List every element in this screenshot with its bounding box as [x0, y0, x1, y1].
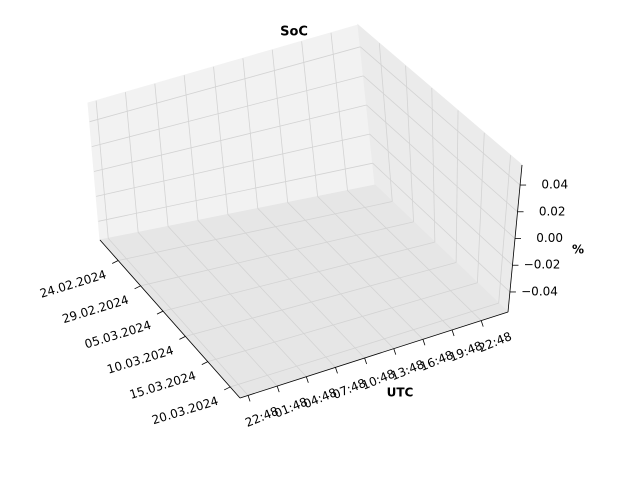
grid-line: [140, 221, 414, 287]
grid-line: [89, 46, 361, 123]
y-tick: [305, 376, 309, 383]
z-tick-label: −0.04: [521, 284, 558, 298]
y-tick: [276, 385, 280, 393]
x-tick: [224, 386, 231, 391]
grid-line: [96, 133, 370, 197]
grid-line: [162, 241, 435, 312]
grid-line: [366, 104, 516, 239]
grid-line: [360, 46, 521, 186]
x-tick-label: 20.03.2024: [150, 394, 220, 427]
y-axis-label: UTC: [387, 386, 414, 400]
x-tick: [112, 260, 119, 264]
grid-line: [118, 201, 393, 261]
grid-line: [107, 238, 249, 396]
grid-line: [363, 75, 518, 213]
z-tick-label: 0.02: [539, 204, 566, 218]
grid-line: [317, 196, 453, 331]
grid-line: [372, 162, 511, 293]
grid-line: [167, 226, 307, 377]
y-axis-line: [239, 311, 509, 399]
chart-title: SoC: [280, 25, 308, 40]
grid-line: [137, 232, 278, 387]
y-tick: [422, 339, 426, 346]
z-tick-label: −0.02: [524, 258, 561, 272]
grid-line: [98, 162, 373, 222]
y-tick: [480, 320, 484, 327]
y-tick: [335, 367, 338, 374]
grid-line: [257, 208, 395, 349]
grid-line: [230, 302, 499, 388]
y-tick: [393, 348, 397, 355]
grid: [89, 32, 521, 396]
y-tick: [451, 329, 455, 337]
x-axis-line: [99, 239, 241, 399]
grid-line: [207, 282, 478, 363]
x-tick-label: 24.02.2024: [38, 267, 108, 300]
grid-line: [369, 133, 513, 266]
x-tick: [134, 285, 141, 290]
grid-line: [227, 214, 365, 359]
y-tick: [364, 357, 367, 365]
grid-line: [91, 75, 364, 147]
x-tick-label: 29.02.2024: [61, 293, 131, 326]
z-axis-label: %: [572, 243, 584, 257]
y-tick: [247, 395, 251, 402]
x-tick: [201, 361, 208, 366]
y-tick-label: 22:48: [476, 329, 513, 355]
x-tick: [179, 336, 186, 340]
grid-line: [287, 202, 424, 340]
grid-line: [347, 190, 482, 321]
grid-line: [185, 262, 457, 337]
x-tick-label: 10.03.2024: [105, 343, 175, 376]
x-tick-label: 15.03.2024: [128, 368, 198, 401]
grid-line: [93, 104, 367, 172]
z-tick-label: 0.00: [536, 231, 563, 245]
x-tick: [156, 310, 164, 315]
z-tick-label: 0.04: [541, 178, 568, 192]
grid-line: [197, 220, 336, 368]
x-tick-label: 05.03.2024: [83, 318, 153, 351]
